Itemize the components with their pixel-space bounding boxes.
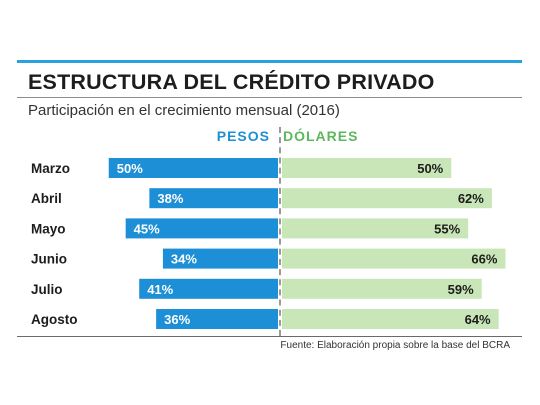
bar-dolares-junio: [282, 248, 506, 269]
center-divider: [279, 127, 281, 336]
footer-rule: [17, 336, 522, 337]
bar-dolares-abril: [282, 188, 492, 209]
bar-pesos-julio: [139, 278, 278, 299]
value-label-pesos-junio: 34%: [171, 252, 197, 267]
bar-pesos-marzo: [108, 158, 278, 178]
value-label-pesos-julio: 41%: [147, 282, 173, 297]
bar-pesos-junio: [162, 248, 278, 269]
bar-dolares-agosto: [282, 309, 499, 329]
value-label-pesos-marzo: 50%: [117, 161, 143, 176]
chart-title: ESTRUCTURA DEL CRÉDITO PRIVADO: [28, 70, 435, 94]
month-label-mayo: Mayo: [31, 221, 66, 236]
value-label-dolares-abril: 62%: [458, 191, 484, 206]
bar-pesos-abril: [149, 188, 278, 209]
month-label-agosto: Agosto: [31, 312, 78, 327]
value-label-dolares-mayo: 55%: [434, 221, 460, 236]
value-label-dolares-junio: 66%: [471, 252, 497, 267]
source-note: Fuente: Elaboración propia sobre la base…: [280, 340, 510, 351]
bar-dolares-julio: [282, 278, 482, 299]
month-label-marzo: Marzo: [31, 161, 70, 176]
chart-subtitle: Participación en el crecimiento mensual …: [28, 102, 340, 119]
title-divider: [17, 97, 522, 98]
title-accent-rule: [17, 60, 522, 63]
value-label-dolares-julio: 59%: [448, 282, 474, 297]
month-label-abril: Abril: [31, 191, 62, 206]
bar-pesos-agosto: [156, 309, 278, 329]
value-label-pesos-abril: 38%: [157, 191, 183, 206]
value-label-dolares-agosto: 64%: [465, 312, 491, 327]
value-label-pesos-mayo: 45%: [134, 221, 160, 236]
month-label-julio: Julio: [31, 282, 63, 297]
bar-pesos-mayo: [125, 218, 278, 239]
month-label-junio: Junio: [31, 252, 67, 267]
bar-dolares-mayo: [282, 218, 469, 239]
legend-dolares: DÓLARES: [283, 128, 359, 144]
bar-dolares-marzo: [282, 158, 452, 178]
legend-pesos: PESOS: [216, 128, 270, 144]
value-label-dolares-marzo: 50%: [417, 161, 443, 176]
value-label-pesos-agosto: 36%: [164, 312, 190, 327]
